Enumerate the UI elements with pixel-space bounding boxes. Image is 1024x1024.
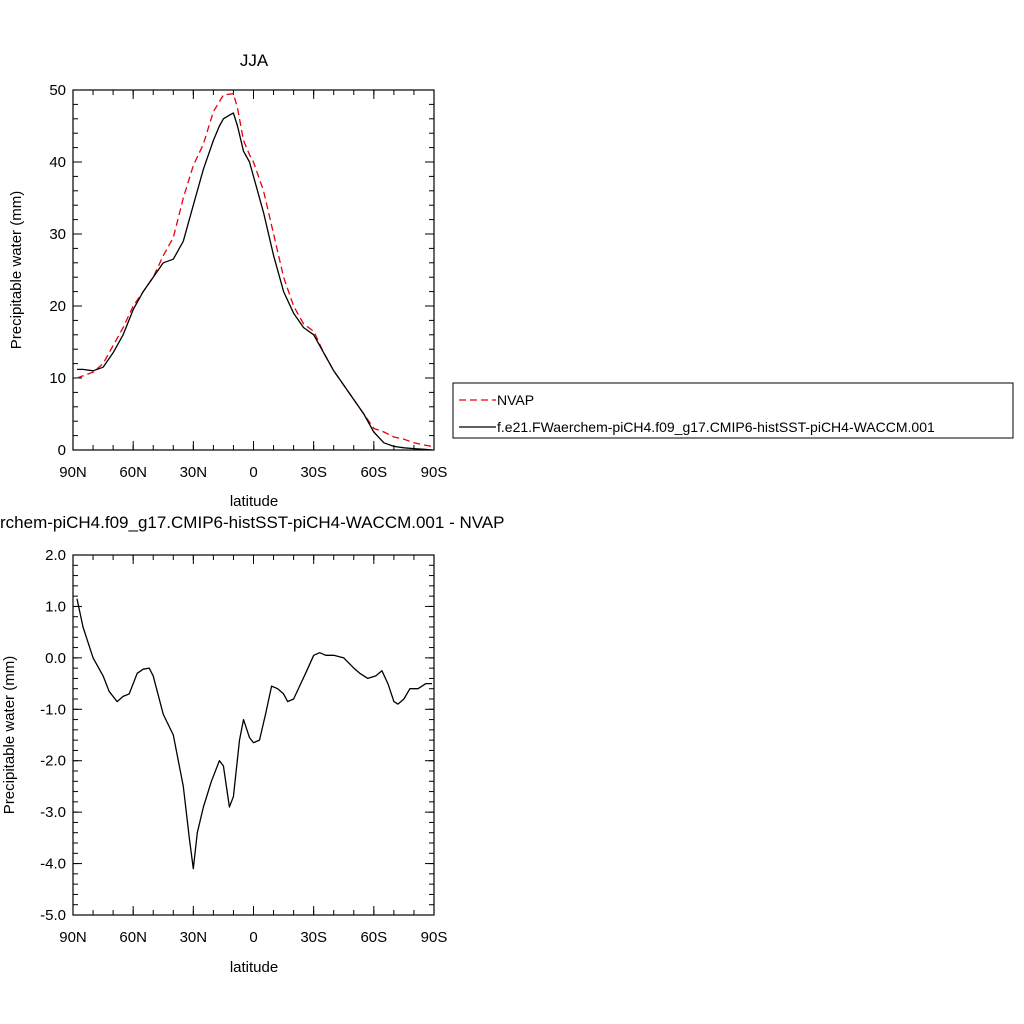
x-tick-label: 0	[249, 929, 257, 946]
y-tick-label: 10	[49, 370, 66, 387]
x-tick-label: 30S	[300, 929, 327, 946]
x-tick-label: 30N	[180, 464, 208, 481]
bottom-chart-x-tick-labels: 90N 60N 30N 0 30S 60S 90S	[59, 929, 447, 946]
bottom-chart-panel: rchem-piCH4.f09_g17.CMIP6-histSST-piCH4-…	[0, 513, 504, 976]
y-tick-label: 2.0	[45, 547, 66, 564]
y-tick-label: 30	[49, 226, 66, 243]
x-tick-label: 90N	[59, 929, 87, 946]
x-tick-label: 30S	[300, 464, 327, 481]
y-tick-label: -3.0	[40, 804, 66, 821]
y-tick-label: 1.0	[45, 598, 66, 615]
legend-label-model: f.e21.FWaerchem-piCH4.f09_g17.CMIP6-hist…	[497, 419, 935, 435]
top-chart-y-tick-labels: 0 10 20 30 40 50	[49, 82, 66, 459]
x-tick-label: 60N	[119, 929, 147, 946]
y-tick-label: 20	[49, 298, 66, 315]
top-chart-frame	[72, 89, 435, 451]
top-chart-title: JJA	[240, 51, 269, 70]
x-tick-label: 60S	[360, 929, 387, 946]
bottom-chart-frame	[72, 554, 435, 916]
x-tick-label: 60S	[360, 464, 387, 481]
x-tick-label: 90N	[59, 464, 87, 481]
bottom-chart-ticks	[72, 554, 435, 916]
legend-label-nvap: NVAP	[497, 392, 534, 408]
x-tick-label: 30N	[180, 929, 208, 946]
x-tick-label: 0	[249, 464, 257, 481]
y-tick-label: 0	[58, 442, 66, 459]
top-chart-x-axis-label: latitude	[230, 493, 278, 510]
top-chart-x-tick-labels: 90N 60N 30N 0 30S 60S 90S	[59, 464, 447, 481]
series-line-model	[77, 112, 433, 451]
y-tick-label: 40	[49, 154, 66, 171]
top-chart-series	[76, 92, 433, 451]
bottom-chart-title: rchem-piCH4.f09_g17.CMIP6-histSST-piCH4-…	[0, 513, 504, 532]
x-tick-label: 90S	[421, 464, 448, 481]
x-tick-label: 60N	[119, 464, 147, 481]
legend: NVAP f.e21.FWaerchem-piCH4.f09_g17.CMIP6…	[452, 382, 1014, 439]
series-line-nvap	[76, 92, 433, 448]
top-chart-panel: JJA 0 10 20 30 40 50 90N 60N 30N 0 30S 60S 90S lati…	[8, 51, 447, 510]
y-tick-label: 50	[49, 82, 66, 99]
bottom-chart-x-axis-label: latitude	[230, 959, 278, 976]
bottom-chart-y-tick-labels: -5.0 -4.0 -3.0 -2.0 -1.0 0.0 1.0 2.0	[40, 547, 66, 924]
x-tick-label: 90S	[421, 929, 448, 946]
y-tick-label: -5.0	[40, 907, 66, 924]
y-tick-label: -4.0	[40, 856, 66, 873]
y-tick-label: -1.0	[40, 701, 66, 718]
legend-box	[452, 382, 1014, 439]
bottom-chart-series	[76, 598, 432, 870]
bottom-chart-y-axis-label: Precipitable water (mm)	[1, 656, 18, 814]
top-chart-ticks	[72, 89, 435, 451]
series-line-difference	[76, 598, 432, 870]
y-tick-label: 0.0	[45, 650, 66, 667]
y-tick-label: -2.0	[40, 753, 66, 770]
top-chart-y-axis-label: Precipitable water (mm)	[8, 191, 25, 349]
